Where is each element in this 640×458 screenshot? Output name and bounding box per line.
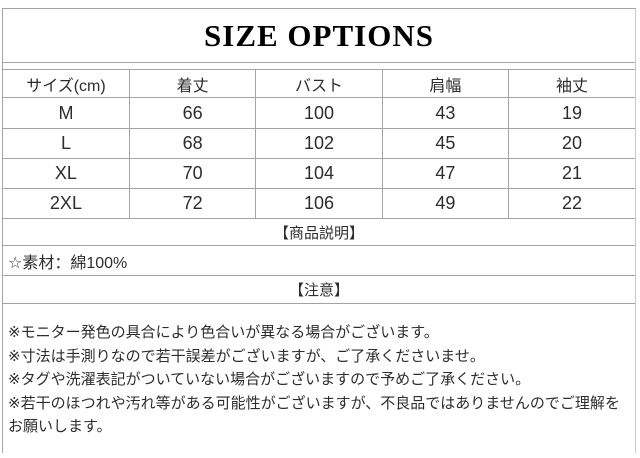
cell-shoulder: 43 [382,97,510,129]
cell-size: M [3,97,130,129]
table-row-l: L 68 102 45 20 [3,128,635,159]
cell-shoulder: 47 [382,158,510,189]
cell-length: 70 [129,158,257,189]
cell-length: 72 [129,188,257,219]
cell-size: L [3,128,130,159]
cell-size: 2XL [3,188,130,219]
notes-section: ※モニター発色の具合により色合いが異なる場合がございます。 ※寸法は手測りなので… [3,304,635,439]
table-row-2xl: 2XL 72 106 49 22 [3,188,635,219]
cell-sleeve: 20 [508,128,635,159]
caution-section-header: 【注意】 [3,276,635,304]
table-row-m: M 66 100 43 19 [3,97,635,129]
material-text: ☆素材：綿100% [3,246,635,276]
cell-bust: 106 [255,188,383,219]
note-measurement-error: ※寸法は手測りなので若干誤差がございますが、ご了承くださいませ。 [8,347,485,365]
cell-sleeve: 19 [508,97,635,129]
note-missing-tags: ※タグや洗濯表記がついていない場合がございますので予めご了承ください。 [8,371,531,388]
cell-shoulder: 45 [382,128,510,159]
cell-size: XL [3,158,130,189]
col-header-shoulder: 肩幅 [382,70,510,98]
size-table-header-row: サイズ(cm) 着丈 バスト 肩幅 袖丈 [3,70,635,98]
table-row-xl: XL 70 104 47 21 [3,158,635,189]
cell-shoulder: 49 [382,188,510,219]
cell-length: 66 [129,97,257,129]
col-header-size: サイズ(cm) [3,70,130,98]
col-header-sleeve: 袖丈 [508,70,635,98]
col-header-length: 着丈 [129,70,257,98]
title-divider [3,63,635,70]
note-monitor-color: ※モニター発色の具合により色合いが異なる場合がございます。 [8,324,439,341]
size-chart-sheet: SIZE OPTIONS サイズ(cm) 着丈 バスト 肩幅 袖丈 M 66 1… [2,8,636,453]
cell-bust: 102 [255,128,383,159]
note-minor-flaws: ※若干のほつれや汚れ等がある可能性がございますが、不良品ではありませんのでご理解… [8,394,620,436]
cell-sleeve: 21 [508,158,635,189]
cell-sleeve: 22 [508,188,635,219]
cell-bust: 104 [255,158,383,189]
cell-bust: 100 [255,97,383,129]
cell-length: 68 [129,128,257,159]
page-title: SIZE OPTIONS [3,9,635,63]
description-section-header: 【商品説明】 [3,219,635,246]
col-header-bust: バスト [255,70,383,98]
size-table: サイズ(cm) 着丈 バスト 肩幅 袖丈 M 66 100 43 19 L 68… [3,70,635,219]
